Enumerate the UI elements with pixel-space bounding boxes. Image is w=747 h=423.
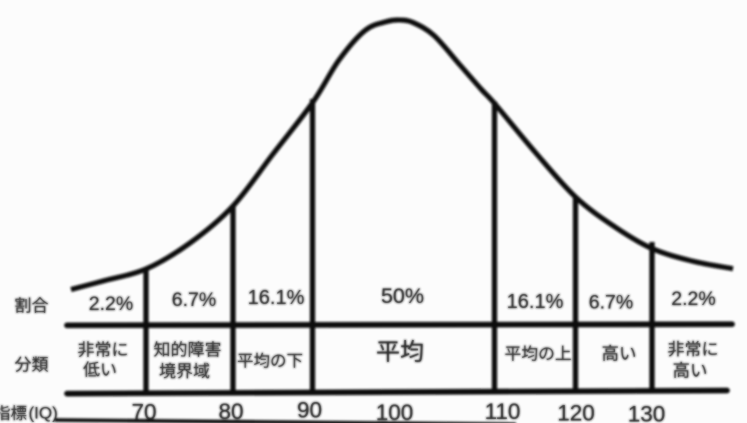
svg-text:(IQ): (IQ)	[29, 404, 58, 423]
svg-text:2.2%: 2.2%	[671, 288, 715, 310]
svg-text:6.7%: 6.7%	[589, 292, 633, 314]
svg-text:6.7%: 6.7%	[172, 289, 216, 311]
svg-text:80: 80	[218, 399, 243, 423]
svg-text:120: 120	[557, 401, 595, 423]
svg-text:100: 100	[376, 400, 414, 423]
svg-text:50%: 50%	[381, 284, 424, 308]
svg-text:2.2%: 2.2%	[89, 293, 133, 315]
svg-text:110: 110	[485, 399, 521, 423]
svg-text:130: 130	[628, 402, 666, 423]
svg-text:90: 90	[297, 398, 322, 423]
svg-text:80: 80	[218, 399, 243, 423]
svg-text:6.7%: 6.7%	[589, 292, 633, 314]
svg-text:16.1%: 16.1%	[507, 291, 564, 313]
svg-text:2.2%: 2.2%	[89, 293, 133, 315]
svg-text:6.7%: 6.7%	[172, 289, 216, 311]
svg-text:130: 130	[628, 402, 666, 423]
svg-text:110: 110	[485, 399, 521, 423]
svg-text:16.1%: 16.1%	[248, 287, 305, 309]
svg-text:16.1%: 16.1%	[507, 291, 564, 313]
svg-text:2.2%: 2.2%	[671, 288, 715, 310]
svg-text:120: 120	[557, 401, 595, 423]
svg-text:90: 90	[297, 398, 322, 423]
svg-text:(IQ): (IQ)	[29, 404, 58, 423]
svg-text:50%: 50%	[381, 284, 424, 308]
svg-text:70: 70	[131, 400, 156, 423]
svg-text:16.1%: 16.1%	[248, 287, 305, 309]
svg-text:70: 70	[131, 400, 156, 423]
svg-text:100: 100	[376, 400, 414, 423]
